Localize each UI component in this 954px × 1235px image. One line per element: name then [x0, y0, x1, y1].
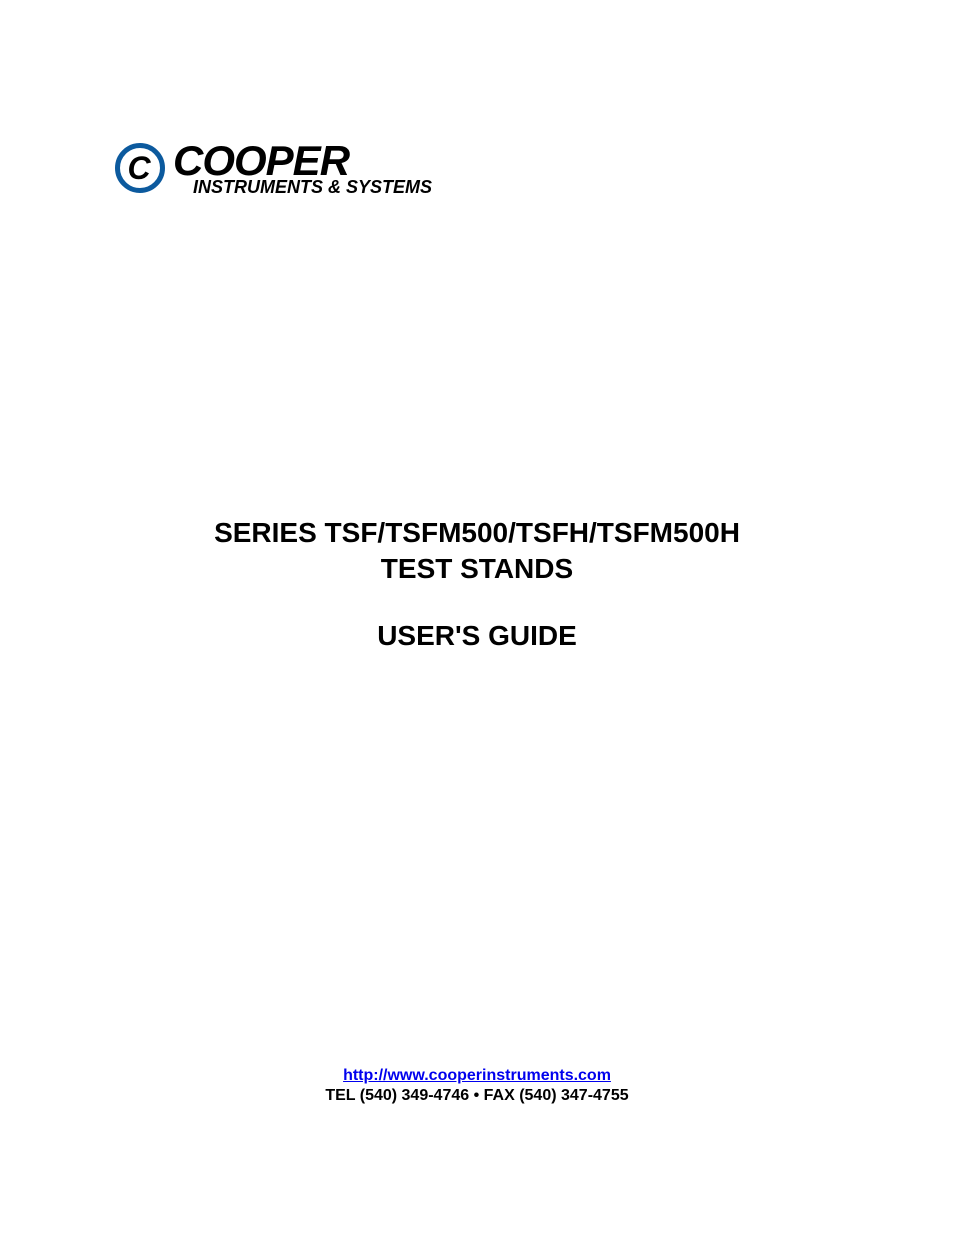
company-logo: C COOPER INSTRUMENTS & SYSTEMS — [115, 140, 432, 196]
logo-circle: C — [115, 143, 165, 193]
logo-icon: C — [115, 143, 165, 193]
logo-brand-subtitle: INSTRUMENTS & SYSTEMS — [193, 178, 432, 196]
logo-brand-name: COOPER — [173, 140, 432, 182]
title-product: TEST STANDS — [0, 551, 954, 587]
website-link[interactable]: http://www.cooperinstruments.com — [343, 1067, 611, 1084]
title-guide: USER'S GUIDE — [0, 620, 954, 652]
footer-contact-info: TEL (540) 349-4746 • FAX (540) 347-4755 — [0, 1087, 954, 1105]
footer-url-container: http://www.cooperinstruments.com — [0, 1067, 954, 1085]
footer-block: http://www.cooperinstruments.com TEL (54… — [0, 1067, 954, 1105]
title-series: SERIES TSF/TSFM500/TSFH/TSFM500H — [0, 515, 954, 551]
logo-letter: C — [127, 150, 150, 187]
logo-text-block: COOPER INSTRUMENTS & SYSTEMS — [173, 140, 432, 196]
document-title-block: SERIES TSF/TSFM500/TSFH/TSFM500H TEST ST… — [0, 515, 954, 652]
document-page: C COOPER INSTRUMENTS & SYSTEMS SERIES TS… — [0, 0, 954, 1235]
